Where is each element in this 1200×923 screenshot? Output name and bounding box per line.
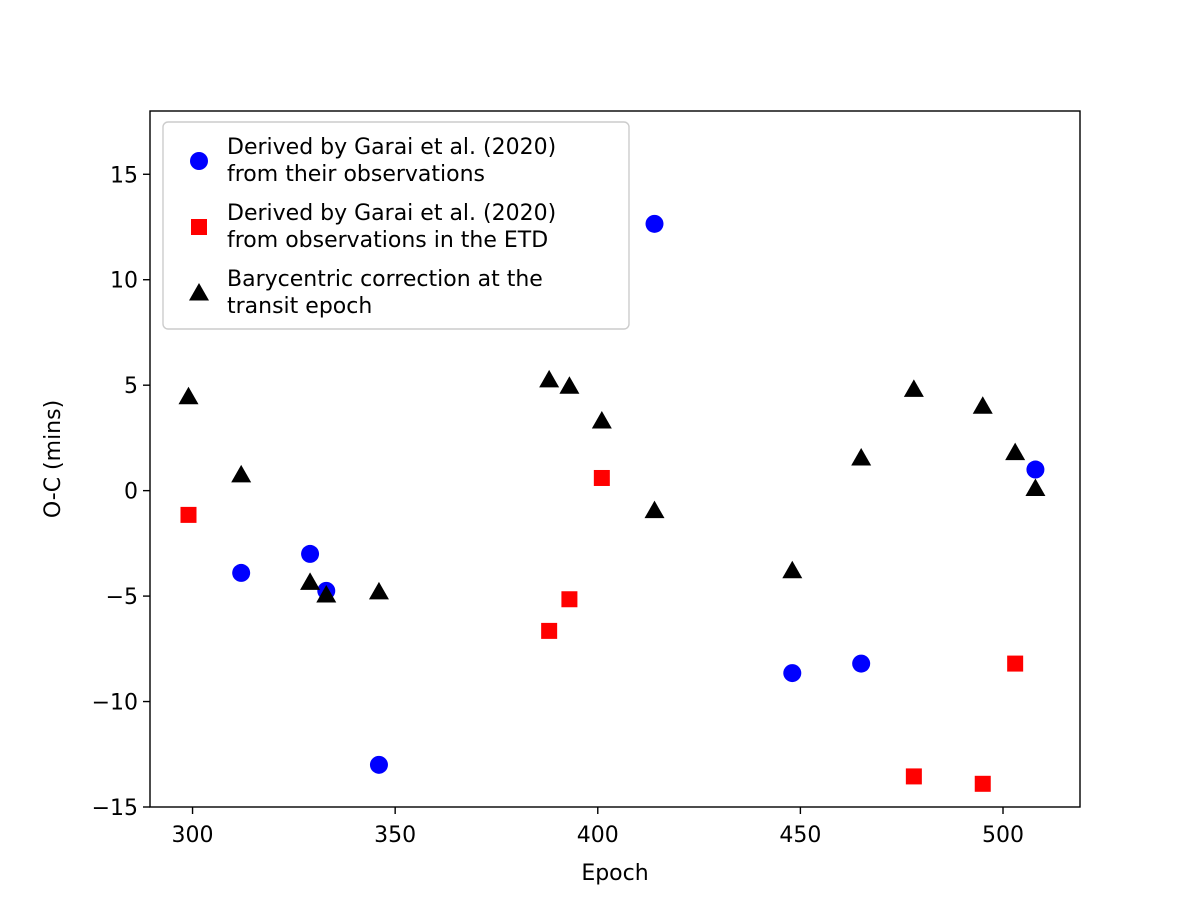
data-point-square <box>180 506 197 523</box>
data-point-triangle <box>644 500 665 519</box>
data-point-circle <box>645 214 664 233</box>
legend: Derived by Garai et al. (2020)from their… <box>162 121 630 330</box>
data-point-triangle <box>782 560 803 579</box>
data-point-square <box>541 622 558 639</box>
data-point-triangle <box>591 411 612 429</box>
data-point-circle <box>369 755 388 774</box>
data-point-triangle <box>368 581 389 600</box>
data-point-triangle <box>539 369 560 388</box>
y-tick-label: −15 <box>92 796 138 821</box>
y-tick-label: 10 <box>110 269 138 294</box>
y-tick-label: 5 <box>124 374 138 399</box>
data-point-triangle <box>903 379 924 397</box>
data-point-triangle <box>178 386 199 405</box>
data-point-triangle <box>1025 478 1046 497</box>
x-axis-label: Epoch <box>581 861 648 886</box>
legend-marker-square <box>191 219 207 235</box>
data-point-circle <box>301 544 320 563</box>
x-axis-ticks: 300 350 400 450 500 <box>172 807 1024 848</box>
x-tick-label: 450 <box>779 823 821 848</box>
data-point-square <box>974 775 991 792</box>
series-square <box>180 469 1024 792</box>
legend-label: from observations in the ETD <box>227 228 548 253</box>
data-marks <box>178 214 1046 792</box>
series-triangle <box>178 369 1046 603</box>
axes-frame <box>149 110 1081 808</box>
y-tick-label: −5 <box>106 585 138 610</box>
data-point-square <box>1007 655 1024 672</box>
y-tick-label: −10 <box>92 691 138 716</box>
x-tick-label: 400 <box>577 823 619 848</box>
data-point-triangle <box>300 572 321 590</box>
data-point-circle <box>232 563 251 582</box>
x-tick-label: 350 <box>374 823 416 848</box>
data-point-square <box>561 591 578 608</box>
data-point-triangle <box>316 585 337 603</box>
x-tick-label: 500 <box>982 823 1024 848</box>
data-point-square <box>593 469 610 486</box>
legend-marker-circle <box>190 152 208 170</box>
y-tick-label: 0 <box>124 480 138 505</box>
legend-frame <box>162 121 630 330</box>
data-point-triangle <box>231 464 252 483</box>
x-tick-label: 300 <box>172 823 214 848</box>
legend-label: transit epoch <box>227 294 372 319</box>
legend-marker-triangle <box>189 283 209 301</box>
legend-label: Derived by Garai et al. (2020) <box>227 201 556 226</box>
data-point-square <box>905 768 922 785</box>
data-point-triangle <box>1005 442 1026 461</box>
y-tick-label: 15 <box>110 163 138 188</box>
legend-entry: Derived by Garai et al. (2020)from obser… <box>191 201 556 253</box>
data-point-circle <box>852 654 871 673</box>
data-point-triangle <box>972 396 993 414</box>
y-axis-ticks: 15 10 5 0 −5 −10 −15 <box>92 163 150 821</box>
y-axis-label: O-C (mins) <box>41 400 66 518</box>
data-point-triangle <box>559 376 580 394</box>
legend-entry: Derived by Garai et al. (2020)from their… <box>190 135 556 187</box>
legend-label: from their observations <box>227 162 485 187</box>
legend-label: Barycentric correction at the <box>227 267 543 292</box>
legend-label: Derived by Garai et al. (2020) <box>227 135 556 160</box>
data-point-circle <box>783 664 802 683</box>
data-point-circle <box>1026 460 1045 479</box>
data-point-triangle <box>851 447 872 466</box>
